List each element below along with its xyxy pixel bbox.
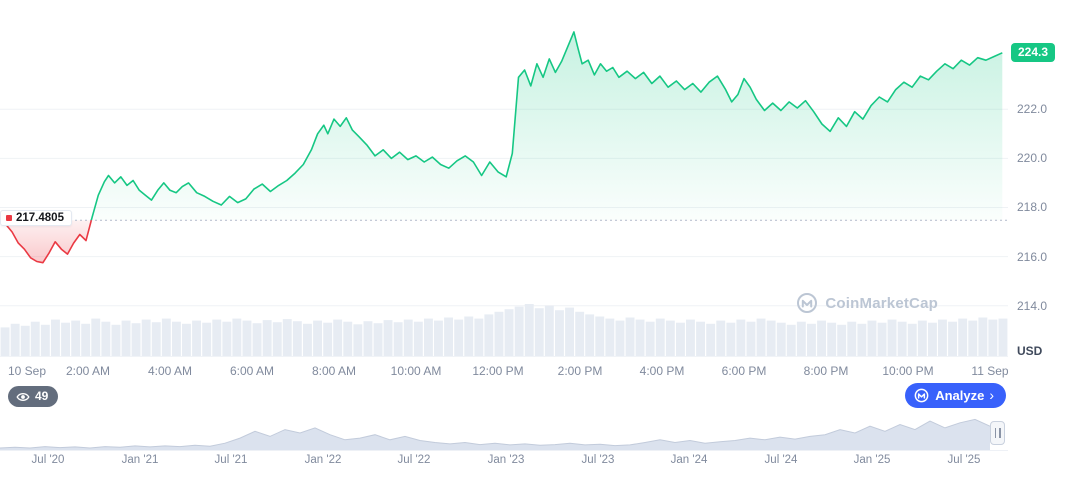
open-price-value: 217.4805 — [16, 212, 64, 224]
navigator-area — [0, 419, 990, 450]
navigator-handle[interactable] — [990, 421, 1005, 445]
time-axis: 10 Sep 2:00 AM 4:00 AM 6:00 AM 8:00 AM 10:00 … — [0, 362, 1009, 382]
area-above-baseline — [91, 31, 1003, 221]
time-axis-label: 10:00 PM — [882, 364, 934, 378]
range-navigator[interactable] — [0, 412, 1008, 451]
range-axis-label: Jan '24 — [670, 454, 708, 466]
time-axis-label: 6:00 PM — [721, 364, 767, 378]
price-series-svg[interactable] — [0, 0, 1008, 356]
range-axis-label: Jul '23 — [581, 454, 615, 466]
time-axis-label: 4:00 AM — [147, 364, 193, 378]
range-axis-label: Jul '20 — [31, 454, 65, 466]
volume-bars — [0, 304, 1008, 356]
range-axis-label: Jul '25 — [947, 454, 981, 466]
range-axis-label: Jan '25 — [853, 454, 891, 466]
range-axis-label: Jul '21 — [214, 454, 248, 466]
analyze-button[interactable]: Analyze › — [905, 383, 1006, 408]
currency-label: USD — [1017, 344, 1043, 358]
price-axis-label: 220.0 — [1017, 151, 1048, 165]
range-axis-label: Jan '23 — [487, 454, 525, 466]
chevron-right-icon: › — [989, 387, 994, 403]
price-axis-label: 218.0 — [1017, 200, 1048, 214]
watchers-count: 49 — [35, 389, 49, 403]
price-axis-label: 222.0 — [1017, 102, 1048, 116]
analyze-logo-icon — [914, 388, 929, 403]
time-axis-label: 8:00 PM — [803, 364, 849, 378]
analyze-label: Analyze — [935, 388, 985, 403]
main-price-chart[interactable]: 217.4805 CoinMarketCap — [0, 0, 1008, 357]
range-axis-label: Jan '22 — [304, 454, 342, 466]
range-navigator-svg[interactable] — [0, 412, 1008, 450]
watchers-badge[interactable]: 49 — [8, 386, 59, 407]
time-axis-label: 8:00 AM — [311, 364, 357, 378]
current-price-badge: 224.3 — [1011, 43, 1056, 62]
price-line-up — [90, 31, 1003, 221]
navigator-line — [0, 418, 991, 449]
eye-icon — [16, 392, 30, 401]
price-axis-label: 216.0 — [1017, 250, 1048, 264]
time-axis-label: 10:00 AM — [390, 364, 442, 378]
time-axis-label: 4:00 PM — [639, 364, 685, 378]
price-axis-label: 214.0 — [1017, 299, 1048, 313]
range-axis-label: Jan '21 — [121, 454, 159, 466]
time-axis-label: 10 Sep — [8, 364, 47, 378]
time-axis-label: 12:00 PM — [472, 364, 524, 378]
coinmarketcap-logo-icon — [797, 293, 818, 313]
time-axis-label: 2:00 AM — [65, 364, 111, 378]
watermark-text: CoinMarketCap — [825, 294, 938, 312]
time-axis-label: 11 Sep — [971, 364, 1009, 378]
open-price-label: 217.4805 — [0, 210, 72, 226]
range-axis-label: Jul '22 — [397, 454, 431, 466]
time-axis-label: 6:00 AM — [229, 364, 275, 378]
range-axis-label: Jul '24 — [764, 454, 798, 466]
time-axis-label: 2:00 PM — [557, 364, 603, 378]
range-axis: Jul '20 Jan '21 Jul '21 Jan '22 Jul '22 Jan '… — [0, 452, 1008, 472]
price-axis: 224.3 USD 222.0 220.0 218.0 216.0 214.0 — [1008, 0, 1072, 372]
coinmarketcap-watermark: CoinMarketCap — [796, 292, 938, 314]
open-price-marker-icon — [6, 215, 12, 221]
